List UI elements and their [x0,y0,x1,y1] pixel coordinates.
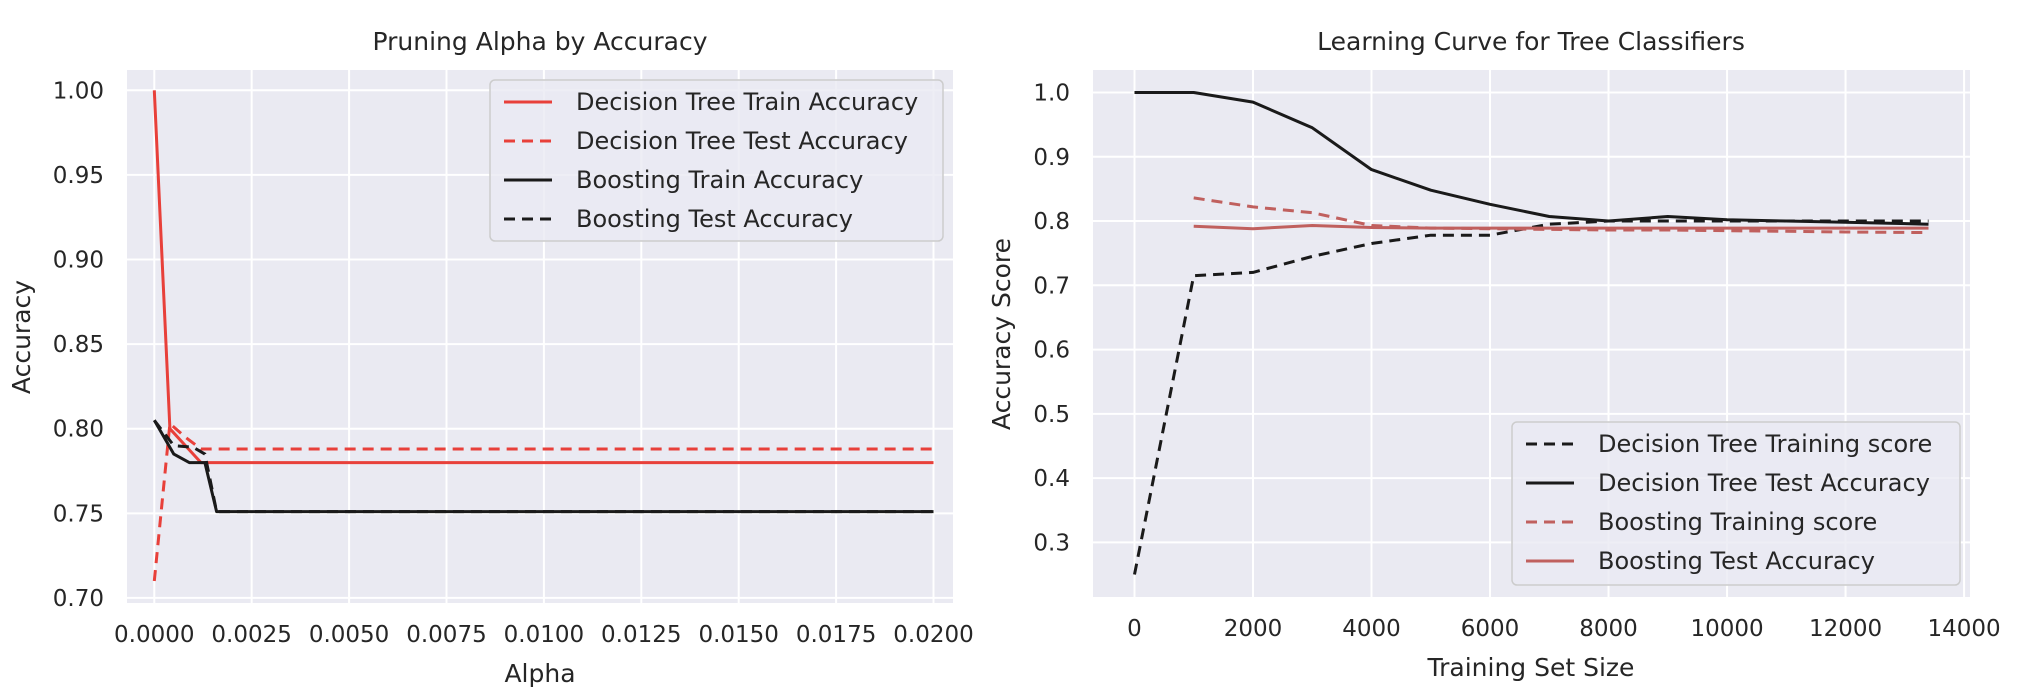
x-tick-label: 0.0150 [698,622,778,648]
y-tick-label: 0.7 [1033,273,1070,299]
y-tick-label: 0.95 [53,163,104,189]
chart-left: 0.0000 0.0025 0.0050 0.0075 0.0100 0.0125 0.01… [7,27,974,688]
series-lines-right [1133,91,1929,575]
y-tick-label: 0.75 [53,501,104,527]
legend-entries-left: Decision Tree Train Accuracy Decision Tre… [504,88,918,233]
y-tick-label: 0.5 [1033,402,1070,428]
legend-label: Boosting Test Accuracy [1598,547,1875,575]
x-tick-label: 2000 [1224,616,1283,642]
x-tick-label: 0 [1127,616,1142,642]
legend-label: Decision Tree Test Accuracy [1598,469,1930,497]
x-tick-label: 0.0100 [504,622,584,648]
grid-right [1093,70,1970,597]
y-tick-label: 1.0 [1033,80,1070,106]
y-tick-labels-left: 0.70 0.75 0.80 0.85 0.90 0.95 1.00 [53,78,104,612]
series-line-3 [1193,196,1929,235]
series-line-2 [152,422,934,582]
legend-label: Decision Tree Training score [1598,430,1932,458]
legend-label: Boosting Training score [1598,508,1877,536]
y-tick-label: 0.85 [53,332,104,358]
x-axis-label-right: Training Set Size [1427,653,1635,682]
y-tick-labels-right: 0.3 0.4 0.5 0.6 0.7 0.8 0.9 1.0 [1033,80,1070,556]
legend-label: Boosting Train Accuracy [576,166,863,194]
x-tick-label: 0.0175 [796,622,876,648]
x-tick-label: 0.0125 [601,622,681,648]
x-tick-labels-left: 0.0000 0.0025 0.0050 0.0075 0.0100 0.0125 0.01… [114,622,974,648]
x-tick-label: 8000 [1579,616,1638,642]
x-tick-label: 14000 [1927,616,2000,642]
y-tick-label: 0.80 [53,417,104,443]
legend-box-left [489,79,944,242]
x-tick-label: 0.0200 [893,622,973,648]
y-tick-label: 0.4 [1033,466,1070,492]
legend-label: Boosting Test Accuracy [576,205,853,233]
chart-title-left: Pruning Alpha by Accuracy [373,27,708,56]
chart-right: 0 2000 4000 6000 8000 10000 12000 14000 0.30.40… [987,27,2001,682]
x-tick-label: 4000 [1342,616,1401,642]
y-tick-label: 0.90 [53,248,104,274]
y-tick-label: 0.9 [1033,145,1070,171]
y-tick-label: 0.6 [1033,338,1070,364]
legend-left: Decision Tree Train Accuracy Decision Tre… [489,79,944,242]
y-tick-label: 1.00 [53,78,104,104]
legend-entries-right: Decision Tree Training score Decision Tre… [1526,430,1932,575]
x-axis-label-left: Alpha [504,659,575,688]
series-line-4 [153,419,934,514]
x-tick-label: 12000 [1809,616,1882,642]
series-line-2 [1134,91,1929,226]
x-tick-label: 0.0050 [309,622,389,648]
y-tick-label: 0.70 [53,586,104,612]
chart-title-right: Learning Curve for Tree Classifiers [1317,27,1745,56]
x-tick-label: 10000 [1690,616,1763,642]
y-axis-label-right: Accuracy Score [987,238,1016,430]
y-tick-label: 0.8 [1033,209,1070,235]
x-tick-label: 0.0075 [406,622,486,648]
series-lines-left [152,90,934,582]
x-tick-labels-right: 0 2000 4000 6000 8000 10000 12000 14000 [1127,616,2001,642]
x-tick-label: 0.0025 [211,622,291,648]
y-axis-label-left: Accuracy [7,280,36,394]
legend-label: Decision Tree Test Accuracy [576,127,908,155]
x-tick-label: 6000 [1461,616,1520,642]
x-tick-label: 0.0000 [114,622,194,648]
series-line-4 [1193,224,1929,231]
legend-box-right [1511,421,1961,586]
y-tick-label: 0.3 [1033,530,1070,556]
legend-label: Decision Tree Train Accuracy [576,88,918,116]
legend-right: Decision Tree Training score Decision Tre… [1511,421,1961,586]
